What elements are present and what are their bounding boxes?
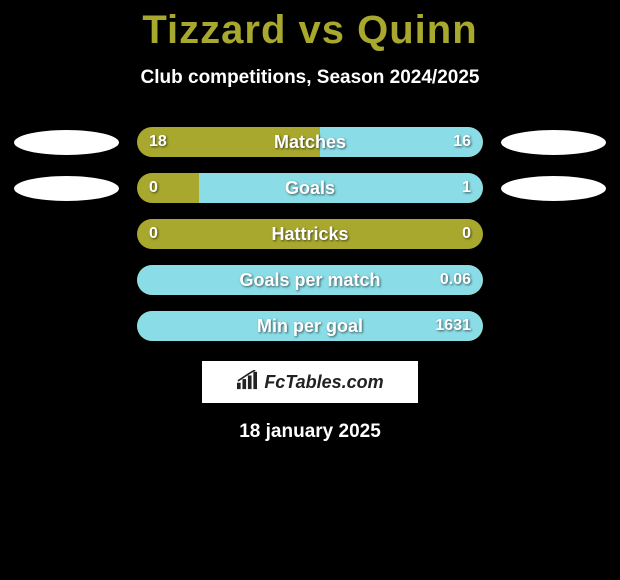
left-player-ellipse (14, 176, 119, 201)
spacer (14, 312, 119, 340)
stat-bar: Min per goal1631 (137, 311, 483, 341)
stat-bar-right-segment (320, 127, 483, 157)
stat-right-value: 0 (462, 219, 471, 249)
stat-bar-right-segment (199, 173, 483, 203)
stat-bar: Matches1816 (137, 127, 483, 157)
stat-bar-right-segment (137, 311, 483, 341)
page-title: Tizzard vs Quinn (142, 8, 477, 53)
comparison-row: Goals per match0.06 (0, 265, 620, 295)
stat-left-value: 0 (149, 173, 158, 203)
stat-bar: Goals01 (137, 173, 483, 203)
right-player-ellipse (501, 130, 606, 155)
subtitle: Club competitions, Season 2024/2025 (141, 67, 480, 89)
brand-text: FcTables.com (264, 372, 383, 393)
comparison-row: Min per goal1631 (0, 311, 620, 341)
date-text: 18 january 2025 (239, 421, 381, 443)
spacer (501, 312, 606, 340)
spacer (501, 220, 606, 248)
stat-left-value: 18 (149, 127, 167, 157)
right-player-ellipse (501, 176, 606, 201)
spacer (14, 266, 119, 294)
stat-label: Hattricks (137, 219, 483, 249)
stat-bar: Goals per match0.06 (137, 265, 483, 295)
spacer (14, 220, 119, 248)
root: Tizzard vs Quinn Club competitions, Seas… (0, 0, 620, 443)
stat-left-value: 0 (149, 219, 158, 249)
stat-bar-right-segment (137, 265, 483, 295)
comparison-row: Goals01 (0, 173, 620, 203)
comparison-row: Matches1816 (0, 127, 620, 157)
comparison-rows: Matches1816Goals01Hattricks00Goals per m… (0, 127, 620, 341)
comparison-row: Hattricks0 0 (0, 219, 620, 249)
left-player-ellipse (14, 130, 119, 155)
brand-badge[interactable]: FcTables.com (202, 361, 418, 403)
stat-bar: Hattricks0 0 (137, 219, 483, 249)
spacer (501, 266, 606, 294)
chart-icon (236, 370, 258, 395)
